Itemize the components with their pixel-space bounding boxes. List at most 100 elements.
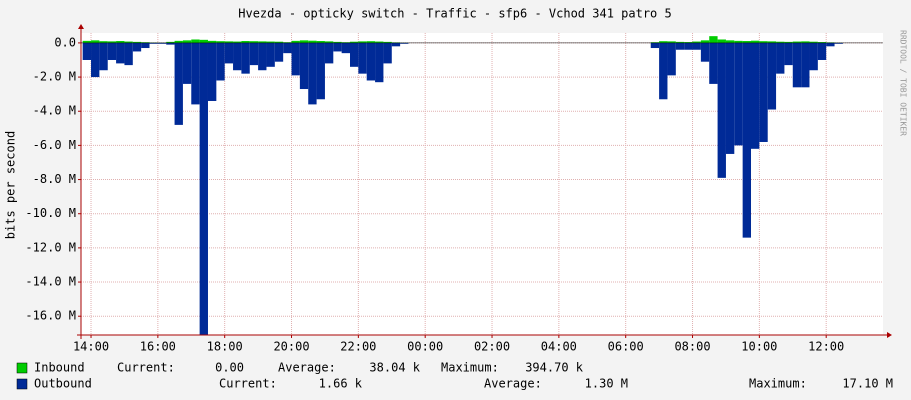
area-step xyxy=(784,42,793,66)
area-step xyxy=(216,41,225,43)
area-step xyxy=(734,42,743,146)
legend-swatch xyxy=(16,378,28,390)
area-step xyxy=(650,42,660,43)
area-step xyxy=(274,41,284,43)
area-step xyxy=(291,42,300,76)
area-step xyxy=(157,42,167,44)
area-step xyxy=(792,41,802,43)
area-step xyxy=(199,39,208,43)
area-step xyxy=(358,42,367,74)
area-step xyxy=(709,36,718,43)
area-step xyxy=(174,42,183,125)
area-step xyxy=(734,40,743,43)
area-step xyxy=(324,42,334,64)
x-tick-label: 14:00 xyxy=(73,340,109,354)
area-step xyxy=(132,41,142,43)
area-step xyxy=(717,42,726,178)
area-step xyxy=(801,42,810,88)
area-step xyxy=(826,42,835,47)
area-step xyxy=(91,40,100,43)
area-step xyxy=(776,42,785,74)
axes: 0.0 -2.0 M -4.0 M -6.0 M -8.0 M -10.0 M -12.0 … xyxy=(25,24,892,354)
area-step xyxy=(391,42,401,43)
legend-swatch xyxy=(16,362,28,374)
stat-label: Average: xyxy=(278,361,336,375)
stat-value: 38.04 k xyxy=(369,361,420,375)
area-step xyxy=(166,41,175,43)
area-step xyxy=(350,42,359,67)
area-step xyxy=(759,41,768,43)
area-step xyxy=(383,41,392,43)
area-step xyxy=(817,42,827,60)
y-tick-label: -2.0 M xyxy=(33,70,76,84)
area-step xyxy=(91,42,100,78)
area-step xyxy=(817,42,827,43)
area-step xyxy=(700,40,710,43)
area-step xyxy=(358,41,367,43)
area-step xyxy=(742,41,752,43)
x-tick-label: 00:00 xyxy=(407,340,443,354)
area-step xyxy=(299,42,309,90)
area-step xyxy=(316,41,325,43)
x-tick-label: 22:00 xyxy=(340,340,376,354)
area-step xyxy=(350,41,359,43)
area-step xyxy=(709,42,718,84)
x-tick-label: 08:00 xyxy=(674,340,710,354)
stat-label: Current: xyxy=(117,361,175,375)
area-step xyxy=(675,41,685,43)
area-step xyxy=(751,42,760,149)
area-step xyxy=(692,42,701,50)
area-step xyxy=(224,41,234,43)
area-step xyxy=(299,40,309,43)
area-step xyxy=(99,42,108,71)
y-tick-label: -10.0 M xyxy=(25,206,76,220)
y-tick-label: -4.0 M xyxy=(33,104,76,118)
area-step xyxy=(233,42,242,71)
area-step xyxy=(107,41,117,43)
area-step xyxy=(308,42,317,105)
stat-value: 17.10 M xyxy=(842,377,893,391)
area-step xyxy=(784,41,793,43)
area-step xyxy=(316,42,325,100)
area-step xyxy=(224,42,234,64)
area-step xyxy=(400,42,409,44)
x-tick-label: 10:00 xyxy=(741,340,777,354)
area-step xyxy=(207,42,217,101)
area-step xyxy=(216,42,225,81)
area-step xyxy=(776,41,785,43)
area-step xyxy=(149,42,158,44)
area-step xyxy=(725,40,735,43)
area-step xyxy=(751,40,760,43)
x-tick-label: 06:00 xyxy=(608,340,644,354)
area-step xyxy=(99,41,108,43)
area-step xyxy=(182,40,192,43)
area-step xyxy=(792,42,802,88)
area-step xyxy=(258,42,267,71)
area-step xyxy=(333,41,342,43)
area-step xyxy=(375,42,384,83)
area-step xyxy=(174,40,183,43)
area-step xyxy=(283,42,292,54)
area-step xyxy=(82,42,92,60)
area-step xyxy=(375,41,384,43)
stat-label: Maximum: xyxy=(749,377,807,391)
area-step xyxy=(324,41,334,43)
area-step xyxy=(809,42,818,71)
y-axis-arrow xyxy=(78,24,84,29)
area-step xyxy=(241,42,250,74)
area-step xyxy=(207,40,217,43)
stat-label: Maximum: xyxy=(441,361,499,375)
area-step xyxy=(249,42,259,66)
area-step xyxy=(341,42,351,54)
chart-title: Hvezda - opticky switch - Traffic - sfp6… xyxy=(238,7,671,21)
y-tick-label: -8.0 M xyxy=(33,172,76,186)
stat-label: Current: xyxy=(219,377,277,391)
area-step xyxy=(659,41,668,43)
area-step xyxy=(826,42,835,43)
y-tick-label: -14.0 M xyxy=(25,275,76,289)
area-step xyxy=(767,42,777,110)
area-step xyxy=(191,42,200,105)
area-step xyxy=(809,41,818,43)
stat-value: 0.00 xyxy=(215,361,244,375)
area-step xyxy=(308,40,317,43)
